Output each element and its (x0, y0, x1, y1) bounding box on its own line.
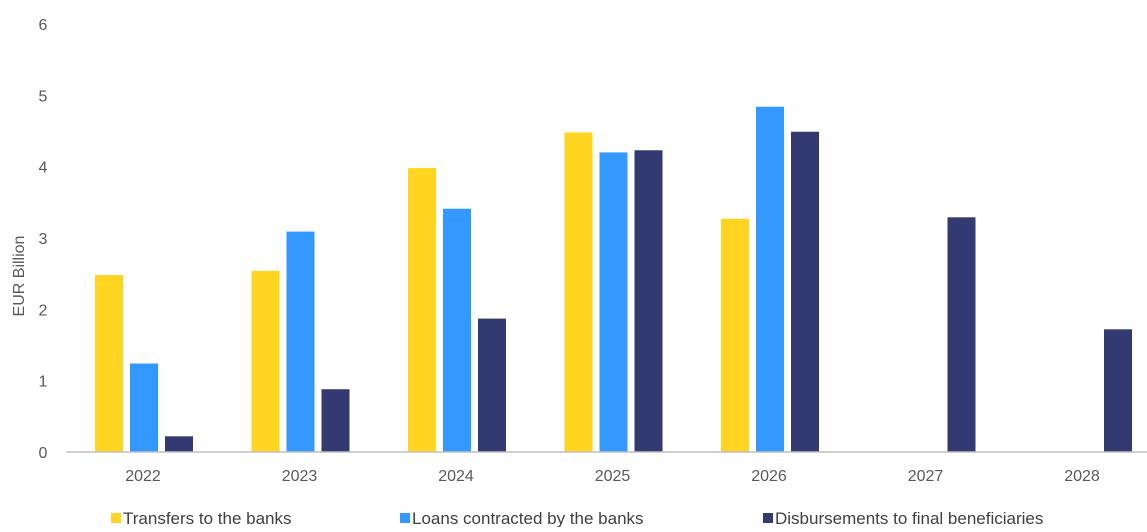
bar-2023-series-1 (251, 270, 280, 452)
x-tick-label: 2024 (438, 468, 474, 485)
bar-2025-series-3 (634, 150, 663, 452)
y-tick-label: 4 (39, 160, 48, 177)
y-tick-label: 6 (39, 17, 48, 34)
x-tick-label: 2022 (125, 468, 161, 485)
x-axis-ticks: 2022 2023 2024 2025 2026 2027 2028 (125, 468, 1100, 485)
bar-2023-series-2 (286, 231, 315, 452)
x-tick-label: 2026 (751, 468, 787, 485)
bar-2022-series-2 (130, 363, 158, 452)
x-tick-label: 2027 (908, 468, 944, 485)
y-axis-title-group: EUR Billion (11, 236, 28, 317)
bar-2024-series-3 (478, 318, 506, 452)
legend-label: Disbursements to final beneficiaries (775, 509, 1043, 527)
bar-2022-series-1 (95, 275, 123, 452)
legend-label: Loans contracted by the banks (412, 509, 644, 527)
bar-2025-series-2 (599, 152, 628, 452)
y-tick-label: 5 (39, 88, 48, 105)
y-tick-label: 0 (39, 445, 48, 462)
x-tick-label: 2028 (1064, 468, 1100, 485)
bar-2026-series-1 (721, 218, 749, 452)
bar-2026-series-3 (791, 131, 819, 453)
bar-2028-series-3 (1104, 329, 1132, 452)
legend: Transfers to the banks Loans contracted b… (111, 509, 1043, 528)
legend-swatch (111, 513, 121, 523)
bars-group (95, 106, 1132, 453)
y-axis-ticks: 0 1 2 3 4 5 6 (39, 17, 48, 462)
x-tick-label: 2023 (282, 468, 318, 485)
bar-2024-series-2 (443, 208, 471, 452)
bar-2025-series-1 (564, 132, 593, 452)
bar-2024-series-1 (408, 168, 436, 453)
legend-item: Disbursements to final beneficiaries (763, 509, 1043, 528)
legend-item: Transfers to the banks (111, 509, 292, 528)
legend-item: Loans contracted by the banks (400, 509, 644, 528)
y-tick-label: 1 (39, 374, 48, 391)
bar-2023-series-3 (321, 389, 350, 452)
y-axis-title: EUR Billion (11, 236, 28, 317)
bar-2022-series-3 (165, 436, 193, 452)
legend-swatch (763, 513, 773, 523)
y-tick-label: 3 (39, 231, 48, 248)
legend-label: Transfers to the banks (123, 509, 292, 527)
bar-2027-series-3 (947, 217, 976, 452)
bar-2026-series-2 (756, 106, 784, 452)
legend-swatch (400, 513, 410, 523)
y-tick-label: 2 (39, 302, 48, 319)
x-tick-label: 2025 (595, 468, 631, 485)
